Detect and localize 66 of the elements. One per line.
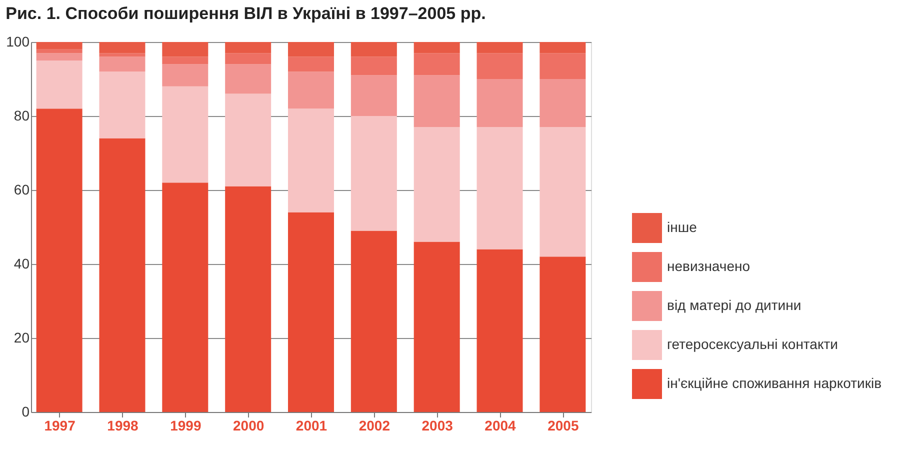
bar (225, 94, 272, 186)
bar (36, 53, 82, 60)
bar (162, 182, 208, 412)
legend-label: гетеросексуальні контакти (667, 336, 838, 352)
x-tick-label: 2000 (233, 418, 264, 434)
bar (414, 75, 460, 128)
bar (350, 230, 397, 412)
chart-title: Рис. 1. Способи поширення ВІЛ в Україні в 1997–2005 рр. (6, 4, 486, 23)
legend-label: ін'єкційне споживання наркотиків (667, 375, 882, 391)
bar (476, 79, 523, 128)
bar (540, 53, 586, 79)
bar (99, 138, 146, 412)
bar (225, 64, 272, 94)
bar (414, 53, 460, 76)
x-tick-label: 2002 (358, 418, 390, 434)
y-tick-label: 60 (14, 182, 30, 198)
x-tick-label: 1999 (170, 418, 202, 434)
bar (288, 108, 334, 212)
bar (36, 108, 82, 412)
bar (162, 42, 208, 57)
bar (476, 42, 523, 54)
bar (36, 60, 82, 109)
y-tick-label: 20 (14, 330, 30, 346)
bar (99, 72, 146, 138)
y-tick-label: 0 (22, 404, 30, 420)
legend-label: від матері до дитини (667, 297, 802, 313)
bar (99, 53, 146, 57)
bar (288, 72, 334, 109)
bar (350, 56, 397, 76)
x-tick-label: 1998 (107, 418, 139, 434)
x-tick-label: 1997 (44, 418, 76, 434)
bar (99, 56, 146, 72)
bar (350, 75, 397, 116)
bar (414, 42, 460, 54)
x-tick-label: 2005 (548, 418, 579, 434)
bar (540, 79, 586, 128)
bar (476, 127, 523, 250)
bar (162, 64, 208, 86)
y-tick-label: 80 (14, 108, 30, 124)
bar (162, 86, 208, 183)
bar (540, 127, 586, 257)
bar (414, 242, 460, 412)
bar (225, 186, 272, 412)
bar (350, 42, 397, 57)
bar (36, 49, 82, 54)
bar (540, 256, 586, 412)
bar (225, 53, 272, 64)
bar (288, 42, 334, 57)
bar (476, 249, 523, 412)
bar (540, 42, 586, 54)
x-tick-label: 2003 (422, 418, 454, 434)
bar (476, 53, 523, 79)
legend-label: інше (667, 219, 698, 235)
x-tick-label: 2001 (296, 418, 328, 434)
legend-label: невизначено (667, 258, 750, 274)
bar (225, 42, 272, 54)
y-tick-label: 100 (6, 34, 30, 50)
bar (36, 42, 82, 50)
bar (414, 127, 460, 242)
y-tick-label: 40 (14, 256, 30, 272)
bar (350, 116, 397, 231)
x-tick-label: 2004 (484, 418, 516, 434)
bar (99, 42, 146, 54)
bar (288, 212, 334, 412)
bar (162, 56, 208, 64)
bar (288, 56, 334, 72)
